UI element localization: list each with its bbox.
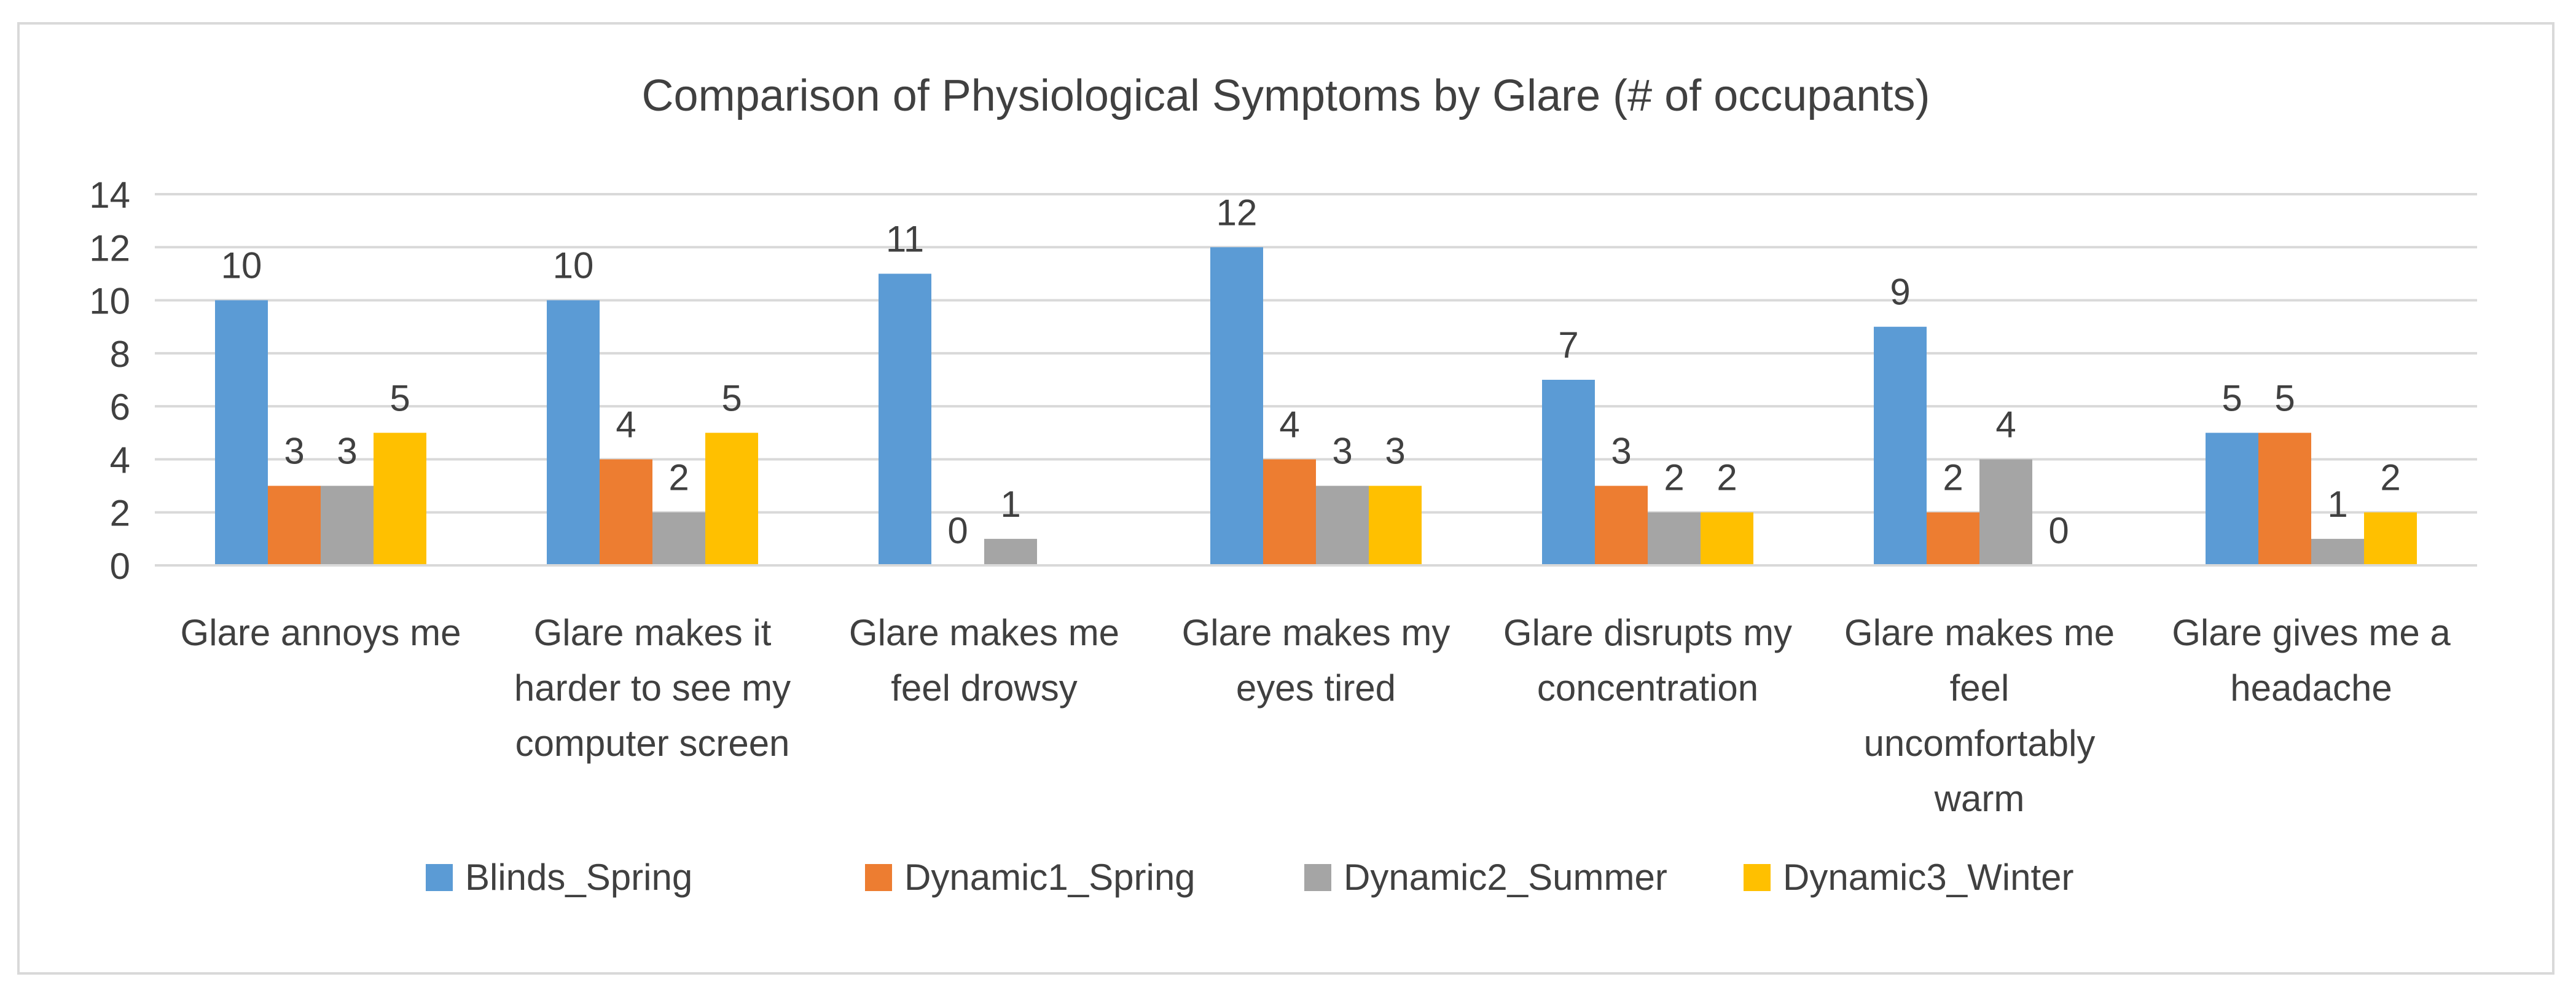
x-tick-label: warm xyxy=(1934,778,2025,819)
data-label: 10 xyxy=(221,245,262,286)
bar-dynamic2-summer xyxy=(1648,512,1701,565)
x-tick-label: headache xyxy=(2230,667,2392,709)
x-tick-label: feel drowsy xyxy=(891,667,1077,709)
x-tick-label: uncomfortably xyxy=(1864,723,2096,764)
y-tick-label: 0 xyxy=(110,546,130,587)
legend-swatch xyxy=(1304,864,1331,891)
y-tick-label: 10 xyxy=(89,281,130,322)
legend-swatch xyxy=(1744,864,1771,891)
x-axis: Glare annoys me Glare makes it harder to s… xyxy=(155,564,2477,819)
bar-dynamic3-winter xyxy=(374,433,426,565)
legend-swatch xyxy=(426,864,453,891)
data-label: 2 xyxy=(1717,457,1737,498)
bar-blinds-spring xyxy=(1542,380,1595,565)
legend-label: Blinds_Spring xyxy=(465,857,692,898)
bar-dynamic2-summer xyxy=(321,485,374,565)
data-label: 2 xyxy=(1664,457,1684,498)
y-tick-label: 6 xyxy=(110,387,130,428)
data-label: 5 xyxy=(2274,377,2295,418)
x-tick-label: Glare makes it xyxy=(534,612,772,653)
bar-blinds-spring xyxy=(2206,433,2258,565)
data-label: 3 xyxy=(337,431,357,472)
data-label: 7 xyxy=(1558,324,1578,366)
legend-label: Dynamic3_Winter xyxy=(1783,857,2073,898)
legend: Blinds_Spring Dynamic1_Spring Dynamic2_Sum… xyxy=(426,857,2073,898)
data-label: 2 xyxy=(668,457,689,498)
data-label: 4 xyxy=(1279,404,1299,445)
data-label: 3 xyxy=(1385,431,1405,472)
bar-dynamic3-winter xyxy=(1701,512,1753,565)
bar-dynamic2-summer xyxy=(1979,459,2032,565)
data-label: 5 xyxy=(390,377,410,418)
data-label: 0 xyxy=(2048,510,2069,551)
bar-blinds-spring xyxy=(1210,247,1263,565)
bar-dynamic3-winter xyxy=(705,433,758,565)
data-label: 4 xyxy=(616,404,636,445)
data-label: 1 xyxy=(1000,484,1020,525)
y-tick-label: 14 xyxy=(89,175,130,216)
y-tick-label: 4 xyxy=(110,439,130,481)
data-label: 0 xyxy=(947,510,968,551)
data-label: 9 xyxy=(1890,272,1910,313)
bar-chart: Comparison of Physiological Symptoms by … xyxy=(89,71,2477,898)
data-label: 3 xyxy=(284,431,304,472)
y-tick-label: 8 xyxy=(110,334,130,375)
bar-dynamic2-summer xyxy=(1316,485,1369,565)
bar-dynamic3-winter xyxy=(1369,485,1422,565)
data-label: 2 xyxy=(2380,457,2400,498)
y-axis: 0 2 4 6 8 10 12 14 xyxy=(89,175,130,587)
bar-dynamic3-winter xyxy=(2364,512,2417,565)
y-tick-label: 12 xyxy=(89,227,130,269)
chart-title: Comparison of Physiological Symptoms by … xyxy=(642,71,1930,120)
legend-label: Dynamic1_Spring xyxy=(904,857,1196,898)
data-label: 1 xyxy=(2327,484,2347,525)
bar-dynamic1-spring xyxy=(268,485,321,565)
data-label: 5 xyxy=(2222,377,2242,418)
data-label: 11 xyxy=(886,218,924,259)
data-label: 5 xyxy=(721,377,742,418)
x-tick-label: Glare makes me xyxy=(1844,612,2115,653)
x-tick-label: Glare makes my xyxy=(1182,612,1450,653)
bar-blinds-spring xyxy=(1874,326,1927,565)
bar-blinds-spring xyxy=(215,300,268,565)
bar-dynamic2-summer xyxy=(652,512,705,565)
bar-dynamic1-spring xyxy=(1263,459,1316,565)
data-label: 3 xyxy=(1611,431,1631,472)
x-tick-label: Glare gives me a xyxy=(2172,612,2451,653)
x-tick-label: Glare makes me xyxy=(849,612,1119,653)
legend-swatch xyxy=(865,864,892,891)
bar-blinds-spring xyxy=(879,273,931,565)
x-tick-label: harder to see my xyxy=(514,667,791,709)
bar-dynamic1-spring xyxy=(2258,433,2311,565)
y-tick-label: 2 xyxy=(110,493,130,534)
bar-dynamic2-summer xyxy=(2311,538,2364,565)
x-tick-label: concentration xyxy=(1537,667,1758,709)
data-label: 10 xyxy=(553,245,594,286)
x-tick-label: Glare annoys me xyxy=(181,612,461,653)
legend-label: Dynamic2_Summer xyxy=(1344,857,1667,898)
bars xyxy=(215,247,2417,565)
x-tick-label: computer screen xyxy=(515,723,790,764)
bar-dynamic1-spring xyxy=(1595,485,1648,565)
bar-dynamic1-spring xyxy=(1927,512,1979,565)
data-label: 4 xyxy=(1995,404,2016,445)
data-label: 2 xyxy=(1943,457,1963,498)
x-tick-label: feel xyxy=(1950,667,2010,709)
x-tick-label: eyes tired xyxy=(1236,667,1396,709)
x-tick-label: Glare disrupts my xyxy=(1503,612,1792,653)
bar-dynamic2-summer xyxy=(984,538,1037,565)
data-label: 3 xyxy=(1332,431,1352,472)
bar-blinds-spring xyxy=(547,300,600,565)
data-label: 12 xyxy=(1216,192,1258,233)
chart-frame: Comparison of Physiological Symptoms by … xyxy=(17,22,2554,975)
bar-dynamic1-spring xyxy=(600,459,652,565)
